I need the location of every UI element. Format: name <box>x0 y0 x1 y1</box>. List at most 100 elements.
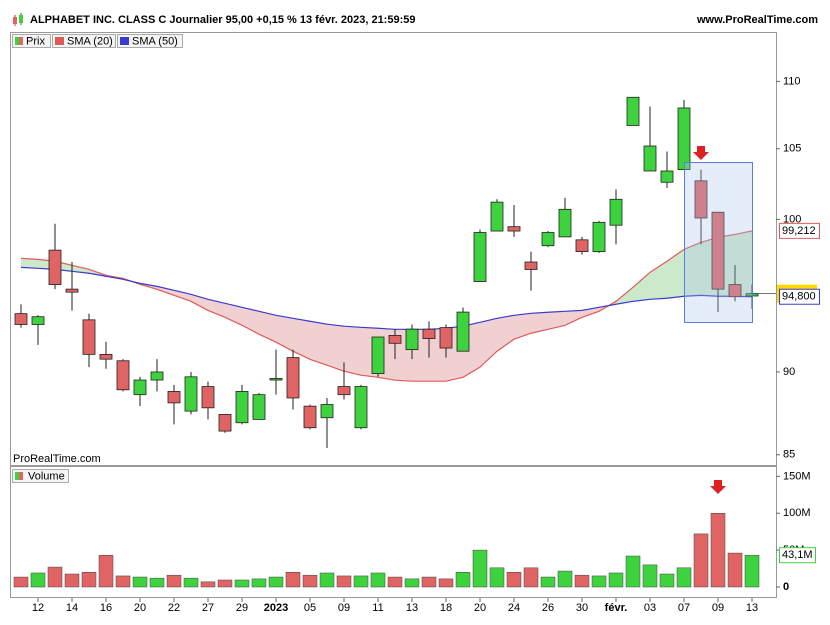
sma-fill <box>565 310 582 326</box>
x-tick-label: 09 <box>712 602 724 614</box>
candle-body <box>456 311 470 352</box>
volume-bar <box>217 579 233 588</box>
candle-body <box>728 284 742 298</box>
legend-swatch <box>19 37 23 45</box>
volume-bar <box>506 572 522 588</box>
x-tick-label: 11 <box>372 602 383 614</box>
volume-bar <box>676 567 692 588</box>
volume-bar <box>608 572 624 588</box>
x-tick-label: 26 <box>542 602 554 614</box>
legend-swatch <box>19 472 23 480</box>
volume-bar <box>404 578 420 588</box>
volume-bar <box>268 576 284 588</box>
x-tick-label: 14 <box>66 602 78 614</box>
candle-body <box>320 404 334 419</box>
volume-bar <box>387 576 403 588</box>
candle-body <box>252 394 266 420</box>
volume-bar <box>336 575 352 588</box>
source: www.ProRealTime.com <box>696 14 818 26</box>
sma-fill <box>548 311 565 330</box>
volume-bar <box>693 533 709 588</box>
y-tick-label: 110 <box>783 75 801 87</box>
volume-bar <box>166 574 182 588</box>
x-tick-label: 13 <box>746 602 758 614</box>
volume-last-label: 43,1M <box>782 549 813 561</box>
candle-body <box>439 327 453 349</box>
legend-label: SMA (20) <box>67 35 113 47</box>
x-tick-label: 2023 <box>264 602 288 614</box>
candle-body <box>507 226 521 232</box>
volume-bar <box>438 578 454 588</box>
sma-fill <box>650 261 667 300</box>
x-tick-label: 12 <box>32 602 44 614</box>
candle-body <box>269 378 283 381</box>
volume-bar <box>30 572 46 588</box>
candle-body <box>116 360 130 391</box>
y-tick-label: 90 <box>783 366 795 378</box>
volume-bar <box>727 552 743 588</box>
volume-bar <box>98 555 114 588</box>
sma-fill <box>259 311 276 343</box>
volume-bar <box>47 566 63 588</box>
volume-bar <box>591 575 607 588</box>
x-tick-label: 29 <box>236 602 248 614</box>
y-tick-label: 100 <box>783 213 801 225</box>
volume-bar <box>642 564 658 588</box>
volume-last-box <box>779 547 816 564</box>
volume-bar <box>421 576 437 588</box>
legend-label: SMA (50) <box>132 35 178 47</box>
volume-bar <box>251 578 267 588</box>
sma-fill <box>157 286 174 296</box>
volume-bar <box>285 572 301 588</box>
sma-fill <box>344 326 361 376</box>
watermark: ProRealTime.com <box>13 453 101 465</box>
x-tick-label: févr. <box>605 602 628 614</box>
y-tick-label: 100M <box>783 507 811 519</box>
x-tick-label: 24 <box>508 602 520 614</box>
volume-bar <box>200 581 216 588</box>
x-tick-label: 27 <box>202 602 214 614</box>
arrow <box>693 146 709 160</box>
y-tick-label: 0 <box>783 581 789 593</box>
candle-body <box>354 386 368 429</box>
candle-body <box>65 288 79 293</box>
candle-body <box>558 208 572 238</box>
volume-panel <box>10 466 777 598</box>
volume-bar <box>659 573 675 588</box>
y-tick-label: 105 <box>783 143 801 155</box>
sma-fill <box>174 290 191 302</box>
candle-body <box>575 239 589 253</box>
volume-bar <box>81 572 97 588</box>
legend-box <box>117 34 183 48</box>
legend-swatch <box>55 37 64 45</box>
x-tick-label: 22 <box>168 602 180 614</box>
volume-bar <box>132 576 148 588</box>
volume-bar <box>115 575 131 588</box>
legend-label: Volume <box>28 470 65 482</box>
y-tick-label: 85 <box>783 449 795 461</box>
x-tick-label: 20 <box>474 602 486 614</box>
volume-bar <box>574 574 590 588</box>
legend-box <box>12 469 69 483</box>
x-tick-label: 05 <box>304 602 316 614</box>
x-tick-label: 09 <box>338 602 350 614</box>
x-tick-label: 18 <box>440 602 452 614</box>
highlight-box <box>684 162 753 323</box>
sma-fill <box>21 258 38 269</box>
price-panel <box>10 32 777 466</box>
sma-fill <box>667 249 684 299</box>
candle-body <box>524 261 538 270</box>
volume-bar <box>557 570 573 588</box>
legend-swatch <box>15 472 19 480</box>
candle-body <box>541 232 555 247</box>
sma-fill <box>514 313 531 340</box>
candle-body <box>218 414 232 432</box>
candle-body <box>31 316 45 325</box>
candle-body <box>694 180 708 219</box>
candle-body <box>388 335 402 344</box>
volume-bar <box>489 567 505 588</box>
candle-body <box>371 336 385 374</box>
candle-body <box>184 376 198 412</box>
